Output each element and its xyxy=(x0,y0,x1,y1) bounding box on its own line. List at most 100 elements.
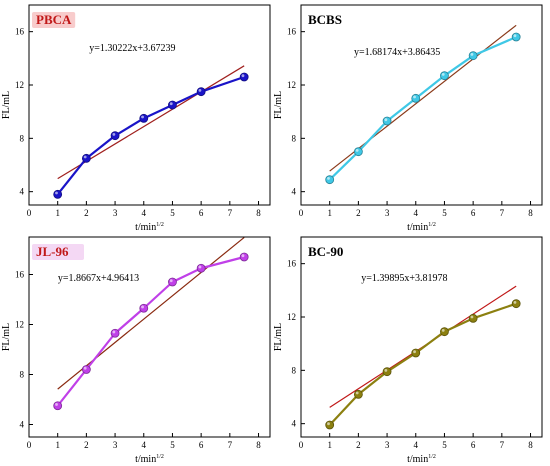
x-tick-label: 2 xyxy=(84,208,89,218)
x-tick-label: 8 xyxy=(256,208,261,218)
x-tick-label: 6 xyxy=(199,440,204,450)
y-tick-label: 4 xyxy=(20,187,25,197)
y-tick-label: 8 xyxy=(20,370,25,380)
y-tick-label: 8 xyxy=(292,133,297,143)
x-tick-label: 7 xyxy=(228,208,233,218)
data-point-highlight xyxy=(112,330,116,334)
x-tick-label: 5 xyxy=(170,208,175,218)
y-tick-label: 16 xyxy=(15,27,25,37)
data-point xyxy=(468,313,478,323)
data-point-highlight xyxy=(55,191,58,195)
data-point xyxy=(511,32,521,42)
data-point xyxy=(411,348,421,358)
x-tick-label: 2 xyxy=(356,440,361,450)
data-point xyxy=(325,420,335,430)
x-tick-label: 2 xyxy=(84,440,89,450)
data-point xyxy=(196,87,206,97)
y-tick-label: 16 xyxy=(287,259,297,269)
y-tick-label: 4 xyxy=(292,419,297,429)
panel-title: BC-90 xyxy=(308,244,343,259)
x-tick-label: 7 xyxy=(500,208,505,218)
plot-area xyxy=(301,5,542,205)
fit-equation: y=1.68174x+3.86435 xyxy=(354,47,440,58)
y-tick-label: 4 xyxy=(292,187,297,197)
x-axis-label: t/min1/2 xyxy=(135,222,164,233)
x-axis-label: t/min1/2 xyxy=(407,454,436,465)
data-point-highlight xyxy=(327,422,330,426)
x-tick-label: 0 xyxy=(27,440,32,450)
chart-panel-3: 0 1 2 3 4 5 6 7 8481216t/min1/2FL/mLy=1.8667x+4.… xyxy=(1,236,271,465)
y-tick-label: 4 xyxy=(20,420,25,430)
panel-title: BCBS xyxy=(308,12,342,27)
data-point-highlight xyxy=(384,118,388,122)
x-tick-label: 1 xyxy=(55,208,60,218)
y-tick-label: 12 xyxy=(15,80,24,90)
data-point-highlight xyxy=(413,95,416,99)
data-point-highlight xyxy=(327,176,330,180)
y-tick-label: 12 xyxy=(287,80,296,90)
plot-frame xyxy=(28,236,271,438)
x-tick-label: 3 xyxy=(113,208,118,218)
x-axis-label: t/min1/2 xyxy=(407,222,436,233)
data-point-highlight xyxy=(112,132,116,136)
data-point xyxy=(468,51,478,61)
x-tick-label: 3 xyxy=(113,440,118,450)
data-point-highlight xyxy=(241,74,245,78)
data-point-highlight xyxy=(513,300,517,304)
x-tick-label: 3 xyxy=(385,208,390,218)
chart-panel-4: 0 1 2 3 4 5 6 7 8481216t/min1/2FL/mLy=1.39895x+3… xyxy=(273,236,543,465)
y-axis-label: FL/mL xyxy=(1,91,12,119)
data-point xyxy=(110,131,120,141)
x-tick-label: 0 xyxy=(299,208,304,218)
plot-area xyxy=(29,5,270,205)
chart-panel-1: 0 1 2 3 4 5 6 7 8481216t/min1/2FL/mLy=1.30222x+3… xyxy=(1,4,271,233)
x-tick-label: 8 xyxy=(528,440,533,450)
data-point-highlight xyxy=(470,52,474,56)
panel-title: PBCA xyxy=(36,12,72,27)
x-axis-label: t/min1/2 xyxy=(135,454,164,465)
data-point xyxy=(353,389,363,399)
data-point xyxy=(325,175,335,185)
panel-title-highlight xyxy=(32,12,76,28)
plot-area xyxy=(301,237,542,437)
fit-equation: y=1.8667x+4.96413 xyxy=(58,273,139,284)
data-point-highlight xyxy=(355,391,359,395)
x-tick-label: 7 xyxy=(228,440,233,450)
plot-frame xyxy=(28,4,271,206)
data-point xyxy=(81,365,91,374)
data-point xyxy=(511,299,521,309)
data-point xyxy=(382,367,392,377)
data-point xyxy=(110,328,120,338)
data-point xyxy=(139,113,149,123)
x-tick-label: 4 xyxy=(414,208,419,218)
y-axis-label: FL/mL xyxy=(273,323,284,351)
data-point-highlight xyxy=(55,403,58,406)
data-point xyxy=(139,303,149,313)
data-point xyxy=(168,100,177,110)
y-tick-label: 12 xyxy=(15,320,24,330)
y-tick-label: 16 xyxy=(15,270,25,280)
data-point-highlight xyxy=(141,115,144,119)
data-point-highlight xyxy=(441,72,445,76)
data-point-highlight xyxy=(83,366,87,370)
y-tick-label: 16 xyxy=(287,27,297,37)
data-point xyxy=(81,153,91,163)
data-point-highlight xyxy=(169,102,173,106)
data-point xyxy=(440,71,449,81)
x-tick-label: 5 xyxy=(442,208,447,218)
plot-frame xyxy=(300,4,543,206)
x-tick-label: 4 xyxy=(142,440,147,450)
x-tick-label: 6 xyxy=(471,208,476,218)
x-tick-label: 0 xyxy=(299,440,304,450)
data-point-highlight xyxy=(470,315,474,319)
y-axis-label: FL/mL xyxy=(1,323,12,351)
x-tick-label: 1 xyxy=(327,440,332,450)
fit-line xyxy=(57,236,245,390)
x-tick-label: 5 xyxy=(442,440,447,450)
x-tick-label: 4 xyxy=(414,440,419,450)
plot-frame xyxy=(300,236,543,438)
data-point-highlight xyxy=(384,368,388,372)
data-point-highlight xyxy=(169,279,173,283)
data-point xyxy=(239,72,249,82)
